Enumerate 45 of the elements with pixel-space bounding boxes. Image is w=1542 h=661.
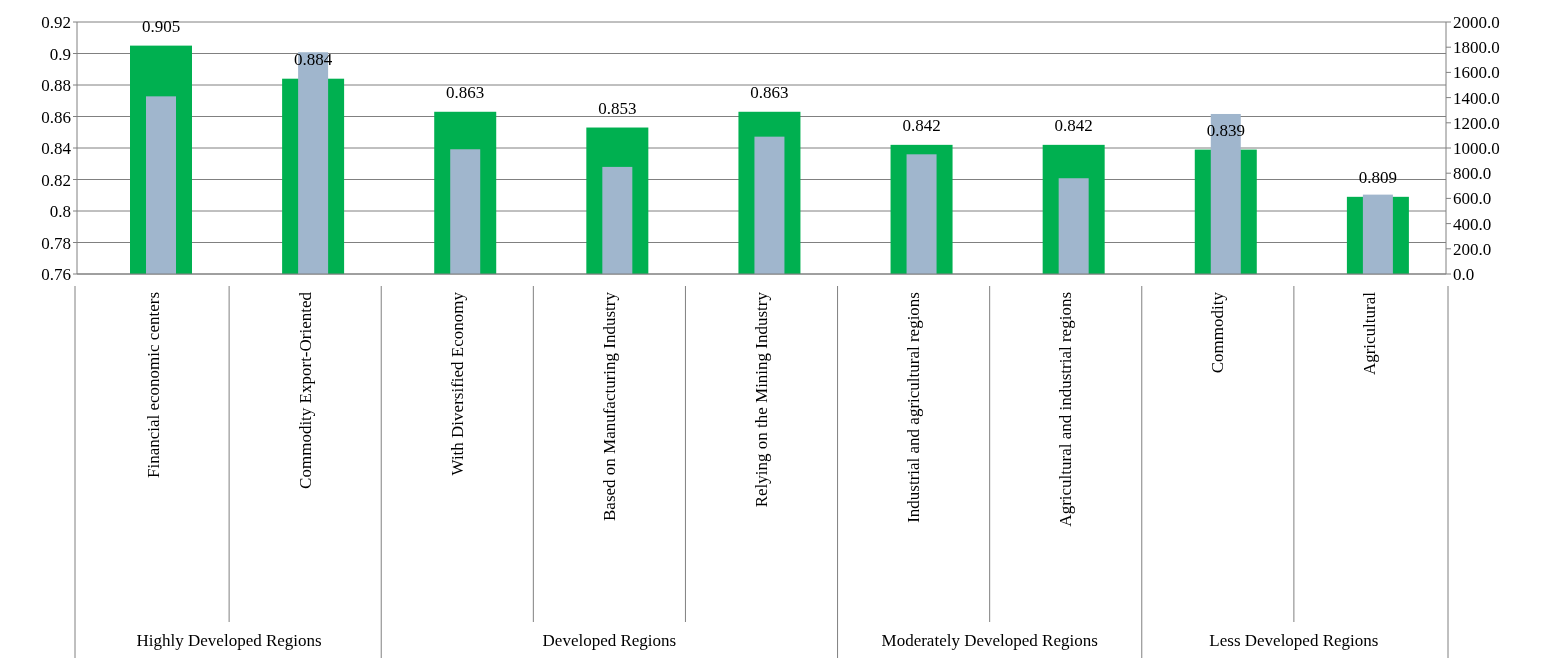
y2-tick-label: 1000.0 xyxy=(1453,139,1500,159)
data-label: 0.905 xyxy=(141,16,181,36)
data-label: 0.884 xyxy=(293,49,333,69)
y-tick-label: 0.76 xyxy=(41,265,71,285)
y-tick-label: 0.8 xyxy=(49,202,71,222)
y-tick-label: 0.82 xyxy=(41,170,71,190)
y-tick-label: 0.9 xyxy=(49,44,71,64)
text: Moderately Developed Regions xyxy=(881,631,1098,650)
data-label: 0.842 xyxy=(1054,115,1093,135)
data-label: 0.863 xyxy=(446,82,485,102)
x-tick-label: With Diversified Economy xyxy=(447,291,467,476)
y2-tick-label: 1800.0 xyxy=(1453,38,1500,58)
bar xyxy=(602,166,633,274)
data-label: 0.809 xyxy=(1358,167,1398,187)
y-tick-label: 0.84 xyxy=(41,139,72,159)
data-label: 0.863 xyxy=(750,82,789,102)
x-tick-label: Commodity Export-Oriented xyxy=(295,291,315,489)
y-tick-label: 0.86 xyxy=(41,107,71,127)
data-label: 0.839 xyxy=(1206,120,1245,140)
y2-tick-label: 200.0 xyxy=(1453,239,1492,259)
data-label: 0.853 xyxy=(598,98,637,118)
y2-tick-label: 2000.0 xyxy=(1453,13,1500,33)
y2-tick-label: 400.0 xyxy=(1453,214,1492,234)
x-tick-label: Based on Manufacturing Industry xyxy=(599,291,619,521)
y-tick-label: 0.92 xyxy=(41,13,71,33)
y2-tick-label: 800.0 xyxy=(1453,164,1492,184)
y2-tick-label: 1600.0 xyxy=(1453,63,1500,83)
data-label: 0.842 xyxy=(902,115,941,135)
y2-tick-label: 0.0 xyxy=(1453,265,1475,285)
text: Highly Developed Regions xyxy=(136,631,322,650)
y2-tick-label: 1400.0 xyxy=(1453,88,1500,108)
x-tick-label: Industrial and agricultural regions xyxy=(904,292,924,523)
bar xyxy=(450,149,481,274)
x-tick-label: Relying on the Mining Industry xyxy=(752,291,771,508)
y-tick-label: 0.88 xyxy=(41,76,71,96)
x-tick-label: Commodity xyxy=(1208,291,1228,374)
x-tick-label: Agricultural and industrial regions xyxy=(1056,292,1076,527)
text: Less Developed Regions xyxy=(1209,631,1379,650)
x-tick-label: Agricultural xyxy=(1360,291,1380,376)
bar xyxy=(1058,178,1089,274)
y2-tick-label: 1200.0 xyxy=(1453,113,1500,133)
text: Developed Regions xyxy=(542,631,677,650)
y-tick-label: 0.78 xyxy=(41,233,71,253)
x-tick-label: Financial economic centers xyxy=(143,292,163,478)
y2-tick-label: 600.0 xyxy=(1453,189,1492,209)
